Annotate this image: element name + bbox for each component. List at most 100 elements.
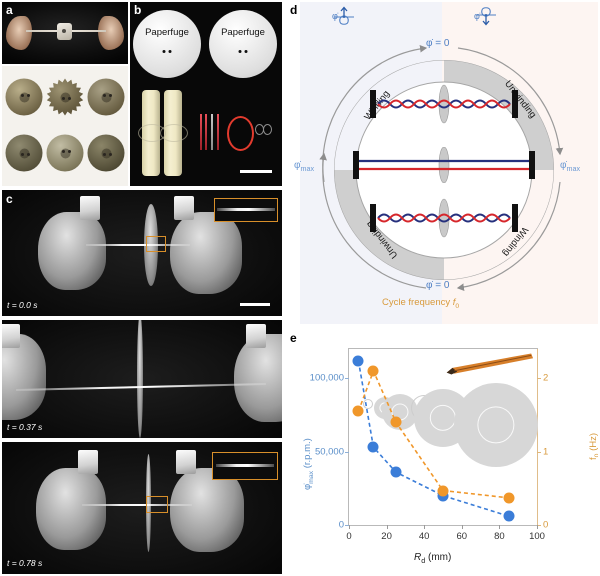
- twisted-string: [82, 504, 192, 506]
- arrow-winding-bottom-right: [456, 181, 561, 292]
- x-tick-mark: [349, 525, 350, 529]
- disc-left-holes: [162, 50, 172, 53]
- gear-hole: [103, 153, 106, 156]
- pencil-scale-illustration: [446, 353, 534, 375]
- arrow-unwinding-right: [457, 47, 564, 156]
- x-tick-mark: [499, 525, 501, 529]
- state-right-phidot-max: φ̇max: [560, 160, 581, 173]
- small-ring-2: [263, 124, 272, 135]
- y-tick-mark: [345, 525, 349, 526]
- roi-inset: [214, 198, 278, 222]
- x-tick-label: 80: [494, 531, 505, 542]
- right-handle-cap: [246, 324, 266, 348]
- panel-a-photo-hands: [2, 2, 128, 64]
- time-label-frame-1: t = 0.0 s: [7, 300, 38, 310]
- spinning-disc-edge-on: [146, 454, 151, 552]
- inset-string: [216, 464, 274, 467]
- right-fist: [170, 212, 242, 294]
- roi-box: [146, 236, 166, 252]
- twisted-string: [86, 244, 190, 246]
- gear-hole: [68, 150, 71, 153]
- gear-body: [87, 134, 125, 172]
- gear-hole: [62, 150, 65, 153]
- symbol-phidot-left: φ̇: [332, 11, 338, 21]
- gear-body: [5, 134, 43, 172]
- panel-label-e: e: [290, 331, 297, 345]
- straw-red-3: [217, 114, 219, 150]
- left-handle-cap: [78, 450, 98, 474]
- scale-bar-c: [240, 303, 270, 306]
- panel-label-a: a: [6, 3, 13, 17]
- panel-label-c: c: [6, 192, 13, 206]
- string-state-bottom-twisted: [370, 198, 518, 238]
- secondary-y-tick-mark: [537, 378, 541, 380]
- scale-bar: [240, 170, 272, 173]
- panel-label-b: b: [134, 3, 142, 17]
- disc-right-holes: [238, 50, 248, 53]
- data-point-phimax: [352, 355, 364, 367]
- gear-hole: [68, 97, 71, 100]
- data-point-phimax: [503, 510, 515, 522]
- x-tick-mark: [424, 525, 426, 529]
- arrow-unwinding-bottom-left: [319, 152, 427, 289]
- secondary-y-axis: [537, 349, 538, 525]
- string-loop-2: [160, 124, 188, 142]
- data-point-phimax: [390, 466, 402, 478]
- disc-size-bubble: [453, 382, 538, 467]
- gear-body: [46, 134, 84, 172]
- panel-a-gear-photo: [2, 66, 128, 186]
- x-tick-label: 20: [381, 531, 392, 542]
- gear-body: [5, 78, 43, 116]
- secondary-y-tick-label: 1: [543, 446, 549, 458]
- y-tick-label: 50,000: [314, 446, 344, 458]
- gear-body: [46, 78, 84, 116]
- secondary-y-tick-label: 2: [543, 372, 549, 384]
- x-tick-mark: [537, 525, 538, 529]
- data-point-f0: [390, 416, 402, 428]
- spinning-disc-edge-on: [137, 320, 143, 438]
- symbol-phidot-up-group: φ̇: [332, 6, 356, 26]
- gear-hole: [109, 153, 112, 156]
- rotation-up-icon: [334, 6, 354, 25]
- gear-row-top: [5, 70, 125, 124]
- left-fist: [36, 468, 106, 550]
- x-tick-label: 60: [456, 531, 468, 542]
- x-tick-label: 100: [529, 531, 545, 542]
- cycle-arrow-group: [319, 44, 564, 292]
- string-state-middle-straight: [353, 147, 535, 183]
- secondary-y-tick-mark: [537, 451, 541, 453]
- panel-e-chart: 0 50,000 100,000 0 1 2 0 20 40 60 80 100 φ̇max (r.p…: [286, 330, 598, 574]
- straw-red-2: [205, 114, 207, 150]
- left-handle-cap: [80, 196, 100, 220]
- state-left-phidot-max: φ̇max: [294, 160, 315, 173]
- inset-string: [217, 208, 275, 211]
- plot-area: 0 50,000 100,000 0 1 2 0 20 40 60 80 100: [310, 348, 548, 542]
- left-handle-cap: [2, 324, 20, 348]
- roi-inset: [212, 452, 278, 480]
- y-tick-mark: [345, 451, 349, 453]
- x-tick-label: 40: [418, 531, 430, 542]
- roi-box: [146, 496, 168, 513]
- left-hand: [6, 16, 32, 50]
- gear-hole: [62, 97, 65, 100]
- gear-hole: [103, 94, 106, 97]
- right-fist: [170, 468, 244, 552]
- rubber-ring: [227, 116, 254, 151]
- gear-disc: [87, 70, 125, 124]
- gear-hole: [27, 94, 30, 97]
- cycle-frequency-caption: Cycle frequency f0: [382, 297, 460, 310]
- frame-t037: t = 0.37 s: [2, 320, 282, 438]
- gear-row-bottom: [5, 126, 125, 180]
- y-axis-label: φ̇max (r.p.m.): [302, 438, 315, 490]
- gear-hole: [109, 94, 112, 97]
- gear-disc: [87, 126, 125, 180]
- gear-hole: [21, 153, 24, 156]
- symbol-phidot-right: φ̇: [474, 11, 480, 21]
- right-handle-cap: [174, 196, 194, 220]
- gear-disc: [5, 70, 43, 124]
- panel-c-highspeed-sequence: t = 0.0 s t = 0.37 s t = 0.78 s: [2, 190, 282, 574]
- panel-label-d: d: [290, 3, 298, 17]
- data-point-phimax: [367, 441, 379, 453]
- gear-disc: [46, 126, 84, 180]
- panel-b-components-photo: Paperfuge Paperfuge: [130, 2, 282, 186]
